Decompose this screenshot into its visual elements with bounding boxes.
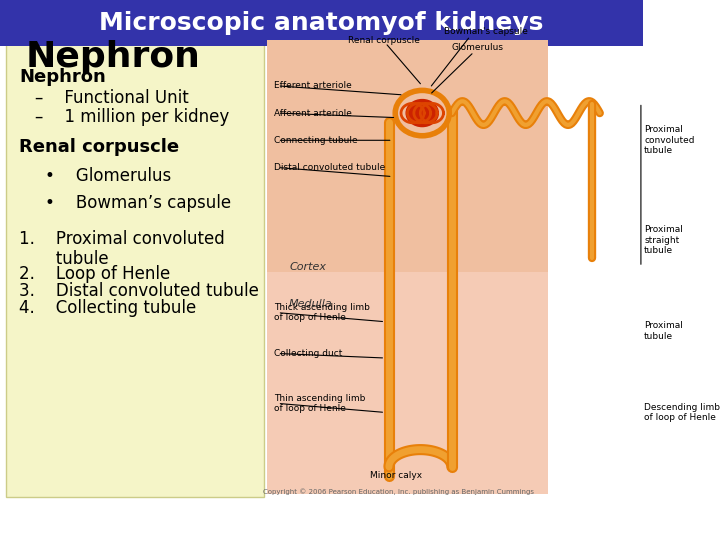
Bar [267, 40, 548, 276]
Text: Descending limb
of loop of Henle: Descending limb of loop of Henle [644, 403, 720, 422]
Text: –    1 million per kidney: – 1 million per kidney [35, 108, 230, 126]
Text: Collecting duct: Collecting duct [274, 349, 343, 358]
Text: Glomerulus: Glomerulus [452, 43, 504, 52]
Text: –    Functional Unit: – Functional Unit [35, 89, 189, 107]
Text: Thin ascending limb
of loop of Henle: Thin ascending limb of loop of Henle [274, 394, 366, 413]
Text: Minor calyx: Minor calyx [370, 471, 423, 481]
Text: Cortex: Cortex [289, 262, 326, 272]
Text: Afferent arteriole: Afferent arteriole [274, 109, 352, 118]
Bar [0, 0, 643, 46]
Bar [267, 272, 548, 494]
Text: Nephron: Nephron [19, 68, 106, 85]
Text: Connecting tubule: Connecting tubule [274, 136, 358, 145]
Text: Renal corpuscle: Renal corpuscle [19, 138, 179, 156]
Text: •    Glomerulus: • Glomerulus [45, 167, 171, 185]
Text: Medulla: Medulla [289, 299, 333, 308]
Bar [267, 40, 636, 494]
Bar [6, 40, 264, 497]
Text: Proximal
straight
tubule: Proximal straight tubule [644, 225, 683, 255]
Text: 1.    Proximal convoluted
       tubule: 1. Proximal convoluted tubule [19, 230, 225, 268]
Text: Proximal
convoluted
tubule: Proximal convoluted tubule [644, 125, 695, 155]
Text: Efferent arteriole: Efferent arteriole [274, 82, 352, 90]
Text: Copyright © 2006 Pearson Education, Inc. publishing as Benjamin Cummings: Copyright © 2006 Pearson Education, Inc.… [264, 488, 534, 495]
Text: 4.    Collecting tubule: 4. Collecting tubule [19, 299, 197, 317]
Text: Thick ascending limb
of loop of Henle: Thick ascending limb of loop of Henle [274, 303, 370, 322]
Text: Proximal
tubule: Proximal tubule [644, 321, 683, 341]
Text: •    Bowman’s capsule: • Bowman’s capsule [45, 194, 231, 212]
Circle shape [406, 99, 438, 126]
Text: 2.    Loop of Henle: 2. Loop of Henle [19, 265, 171, 282]
Text: Microscopic anatomyof kidneys: Microscopic anatomyof kidneys [99, 11, 544, 35]
Text: Nephron: Nephron [26, 40, 201, 73]
Text: Distal convoluted tubule: Distal convoluted tubule [274, 163, 385, 172]
Text: 3.    Distal convoluted tubule: 3. Distal convoluted tubule [19, 282, 259, 300]
Text: Bowman's capsule: Bowman's capsule [444, 27, 528, 36]
Text: Renal corpuscle: Renal corpuscle [348, 36, 420, 45]
